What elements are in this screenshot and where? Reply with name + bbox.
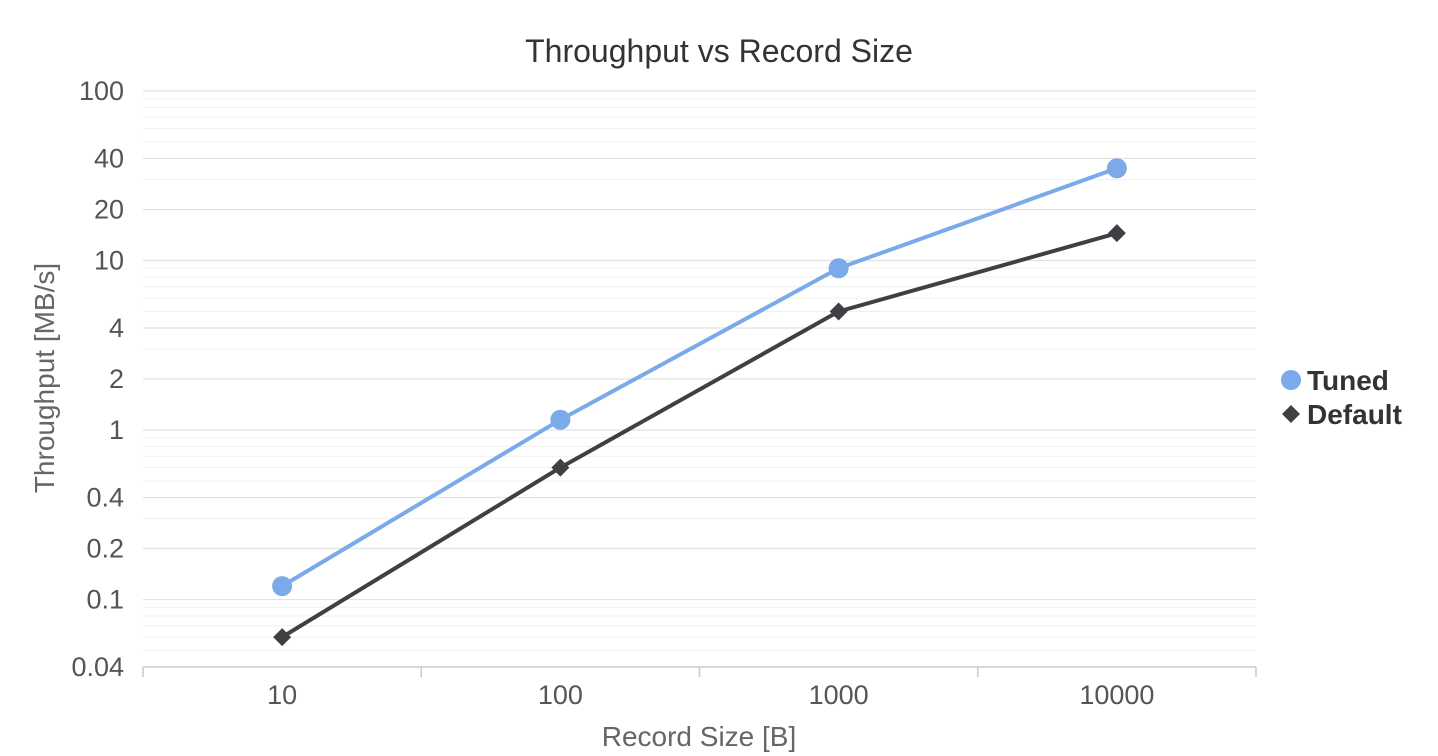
data-point-default bbox=[829, 302, 848, 321]
y-tick-label: 0.2 bbox=[86, 534, 124, 564]
y-axis-label: Throughput [MB/s] bbox=[29, 263, 60, 493]
legend-marker-tuned bbox=[1281, 370, 1301, 390]
legend-marker-default bbox=[1282, 405, 1300, 423]
y-tick-label: 4 bbox=[109, 313, 124, 343]
data-point-tuned bbox=[828, 258, 849, 279]
data-point-default bbox=[1107, 224, 1126, 243]
y-tick-label: 0.04 bbox=[71, 652, 124, 682]
x-tick-label: 100 bbox=[538, 680, 583, 710]
y-tick-label: 0.4 bbox=[86, 482, 124, 512]
y-tick-label: 1 bbox=[109, 415, 124, 445]
y-tick-label: 10 bbox=[94, 246, 124, 276]
chart-title: Throughput vs Record Size bbox=[525, 33, 913, 69]
series-group bbox=[272, 158, 1127, 647]
series-line-default bbox=[281, 231, 1118, 639]
y-tick-label: 100 bbox=[79, 76, 124, 106]
y-tick-label: 0.1 bbox=[86, 585, 124, 615]
y-axis-ticks: 100 40 20 10 4 2 1 0.4 0.2 0.1 0.04 bbox=[71, 76, 124, 682]
data-point-tuned bbox=[272, 576, 293, 597]
x-axis-label: Record Size [B] bbox=[602, 721, 797, 752]
x-tick-label: 1000 bbox=[809, 680, 869, 710]
data-point-tuned bbox=[1106, 158, 1127, 179]
y-tick-label: 40 bbox=[94, 143, 124, 173]
data-point-default bbox=[551, 458, 570, 477]
y-tick-label: 20 bbox=[94, 194, 124, 224]
x-tick-label: 10000 bbox=[1079, 680, 1154, 710]
x-tick-label: 10 bbox=[267, 680, 297, 710]
x-axis: 10 100 1000 10000 bbox=[142, 666, 1257, 710]
data-point-default bbox=[273, 628, 292, 647]
series-line-tuned bbox=[281, 166, 1118, 588]
y-tick-label: 2 bbox=[109, 364, 124, 394]
legend-label-default: Default bbox=[1307, 399, 1402, 430]
legend-label-tuned: Tuned bbox=[1307, 365, 1389, 396]
data-point-tuned bbox=[550, 409, 571, 430]
